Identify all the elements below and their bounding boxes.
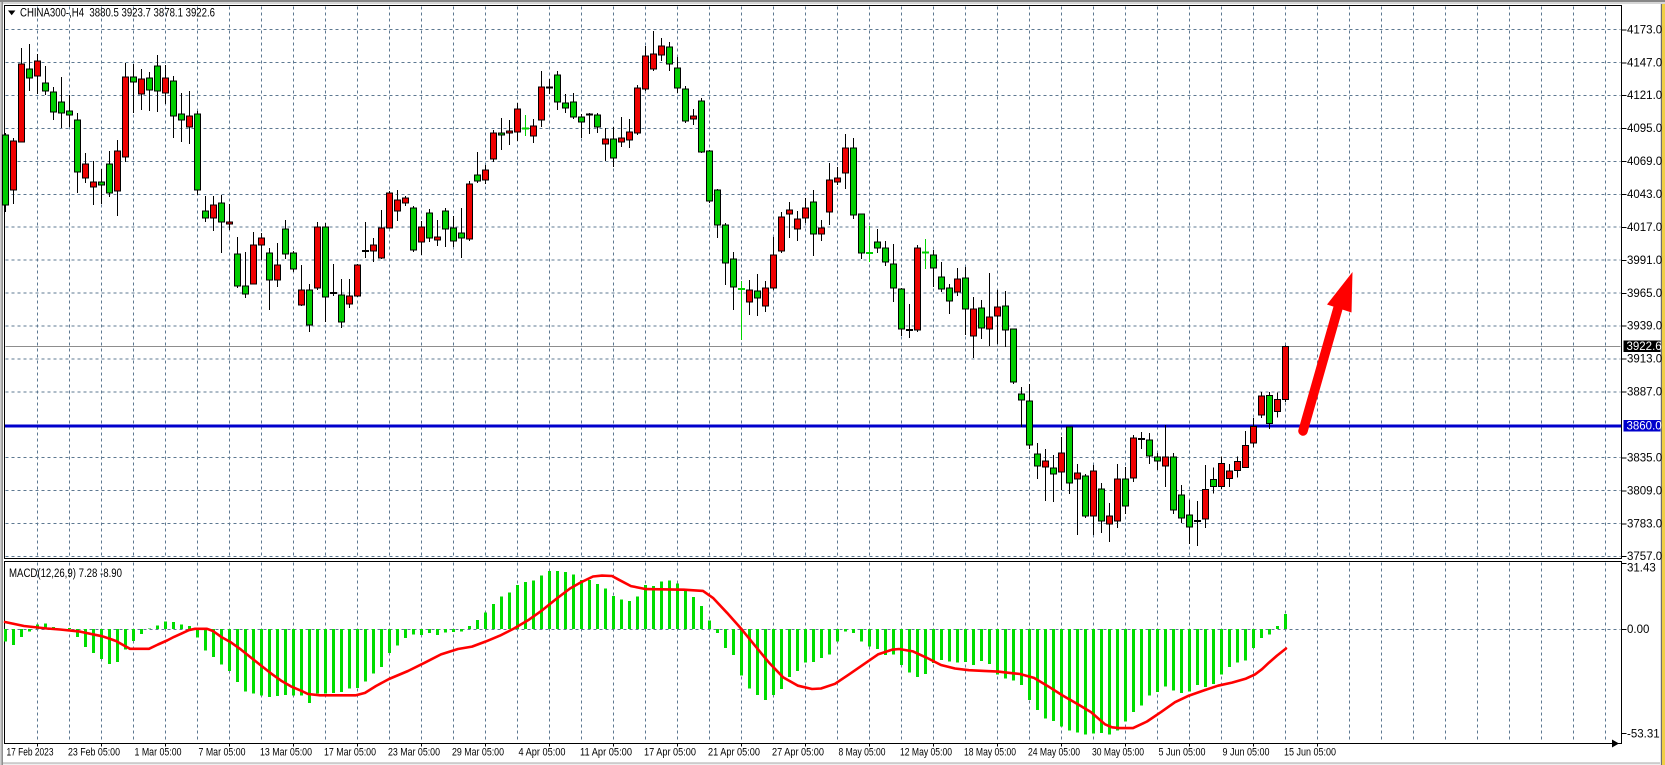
svg-text:1 Mar 05:00: 1 Mar 05:00 xyxy=(135,747,182,759)
svg-text:30 May 05:00: 30 May 05:00 xyxy=(1092,747,1144,759)
svg-text:4043.0: 4043.0 xyxy=(1627,189,1662,201)
svg-text:13 Mar 05:00: 13 Mar 05:00 xyxy=(260,747,312,759)
svg-text:3783.0: 3783.0 xyxy=(1627,518,1662,530)
svg-text:23 Mar 05:00: 23 Mar 05:00 xyxy=(388,747,440,759)
svg-text:21 Apr 05:00: 21 Apr 05:00 xyxy=(708,747,760,759)
svg-text:4095.0: 4095.0 xyxy=(1627,123,1662,135)
svg-text:11 Apr 05:00: 11 Apr 05:00 xyxy=(580,747,632,759)
svg-text:17 Apr 05:00: 17 Apr 05:00 xyxy=(644,747,696,759)
svg-text:4173.0: 4173.0 xyxy=(1627,24,1662,36)
svg-text:18 May 05:00: 18 May 05:00 xyxy=(964,747,1016,759)
svg-text:4121.0: 4121.0 xyxy=(1627,90,1662,102)
svg-text:4017.0: 4017.0 xyxy=(1627,222,1662,234)
svg-text:29 Mar 05:00: 29 Mar 05:00 xyxy=(452,747,504,759)
svg-text:MACD(12,26,9) 7.28 -8.90: MACD(12,26,9) 7.28 -8.90 xyxy=(9,568,122,580)
svg-text:3860.0: 3860.0 xyxy=(1627,421,1662,433)
svg-text:5 Jun 05:00: 5 Jun 05:00 xyxy=(1159,747,1206,759)
svg-text:CHINA300-,H4 3880.5 3923.7 38: CHINA300-,H4 3880.5 3923.7 3878.1 3922.6 xyxy=(20,8,215,20)
svg-text:4147.0: 4147.0 xyxy=(1627,57,1662,69)
svg-text:12 May 05:00: 12 May 05:00 xyxy=(900,747,952,759)
svg-text:3965.0: 3965.0 xyxy=(1627,288,1662,300)
svg-text:-53.31: -53.31 xyxy=(1627,729,1660,741)
svg-text:3835.0: 3835.0 xyxy=(1627,452,1662,464)
svg-text:4 Apr 05:00: 4 Apr 05:00 xyxy=(519,747,566,759)
svg-text:23 Feb 05:00: 23 Feb 05:00 xyxy=(68,747,120,759)
svg-text:3809.0: 3809.0 xyxy=(1627,485,1662,497)
svg-text:0.00: 0.00 xyxy=(1627,624,1649,636)
svg-text:9 Jun 05:00: 9 Jun 05:00 xyxy=(1223,747,1270,759)
svg-text:3887.0: 3887.0 xyxy=(1627,387,1662,399)
svg-text:7 Mar 05:00: 7 Mar 05:00 xyxy=(199,747,246,759)
svg-text:8 May 05:00: 8 May 05:00 xyxy=(839,747,886,759)
svg-text:3922.6: 3922.6 xyxy=(1627,341,1662,353)
svg-text:3939.0: 3939.0 xyxy=(1627,321,1662,333)
svg-text:3991.0: 3991.0 xyxy=(1627,255,1662,267)
svg-text:17 Feb 2023: 17 Feb 2023 xyxy=(7,747,54,759)
svg-text:27 Apr 05:00: 27 Apr 05:00 xyxy=(772,747,824,759)
svg-text:17 Mar 05:00: 17 Mar 05:00 xyxy=(324,747,376,759)
svg-text:31.43: 31.43 xyxy=(1627,563,1656,575)
svg-text:3913.0: 3913.0 xyxy=(1627,354,1662,366)
svg-text:4069.0: 4069.0 xyxy=(1627,156,1662,168)
svg-text:15 Jun 05:00: 15 Jun 05:00 xyxy=(1284,747,1336,759)
svg-text:3757.0: 3757.0 xyxy=(1627,551,1662,563)
svg-text:24 May 05:00: 24 May 05:00 xyxy=(1028,747,1080,759)
